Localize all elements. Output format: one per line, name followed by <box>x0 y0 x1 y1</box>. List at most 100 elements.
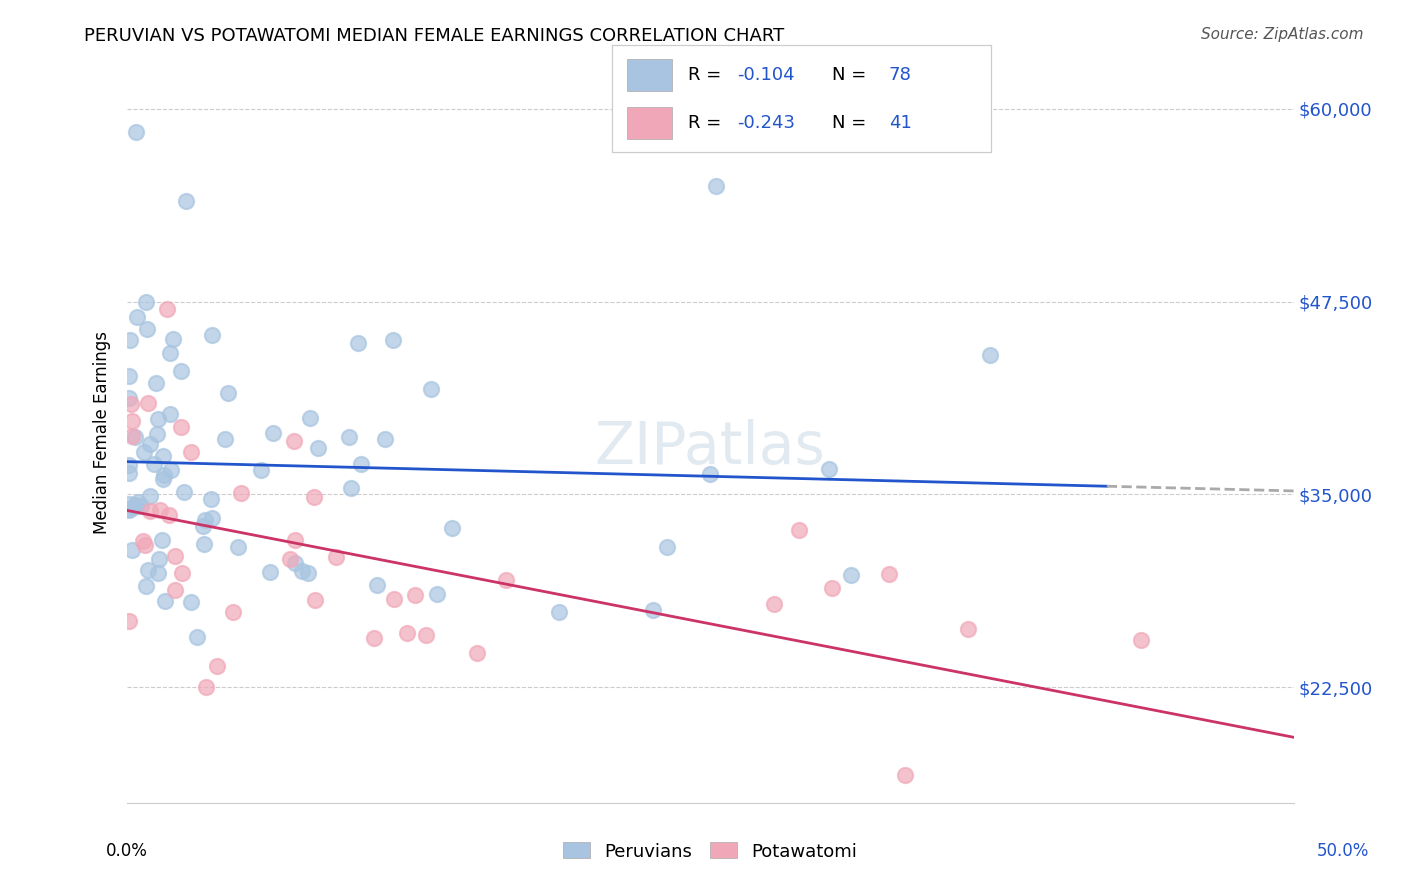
Point <box>441 521 464 535</box>
FancyBboxPatch shape <box>627 59 672 91</box>
Point <box>214 432 236 446</box>
Point <box>419 382 441 396</box>
Point <box>877 567 900 582</box>
Point <box>159 346 181 360</box>
Point <box>136 322 159 336</box>
Point <box>894 768 917 782</box>
Point <box>404 588 426 602</box>
Point <box>134 445 156 459</box>
Point <box>467 646 489 660</box>
Point <box>366 578 388 592</box>
Point <box>165 549 187 564</box>
FancyBboxPatch shape <box>627 107 672 139</box>
Point <box>134 538 156 552</box>
Point <box>374 432 396 446</box>
Point <box>156 302 179 317</box>
Point <box>641 603 664 617</box>
Point <box>124 430 146 444</box>
Point <box>118 368 141 383</box>
Point <box>122 500 145 515</box>
Point <box>297 566 319 580</box>
Point <box>307 442 329 456</box>
Point <box>229 486 252 500</box>
Point <box>284 533 307 547</box>
Point <box>148 551 170 566</box>
Point <box>138 396 160 410</box>
Point <box>1129 632 1152 647</box>
Point <box>146 427 169 442</box>
Text: -0.243: -0.243 <box>737 114 794 132</box>
Point <box>350 457 373 471</box>
Text: PERUVIAN VS POTAWATOMI MEDIAN FEMALE EARNINGS CORRELATION CHART: PERUVIAN VS POTAWATOMI MEDIAN FEMALE EAR… <box>84 27 785 45</box>
Point <box>121 428 143 442</box>
Y-axis label: Median Female Earnings: Median Female Earnings <box>93 331 111 534</box>
Point <box>193 519 215 533</box>
Point <box>382 592 405 607</box>
Point <box>118 502 141 516</box>
Point <box>180 595 202 609</box>
Point <box>118 503 141 517</box>
Point <box>159 408 181 422</box>
Point <box>152 472 174 486</box>
Point <box>118 614 141 628</box>
Point <box>160 463 183 477</box>
Point <box>548 605 571 619</box>
Text: 78: 78 <box>889 66 911 84</box>
Point <box>135 579 157 593</box>
Point <box>155 594 177 608</box>
Text: 0.0%: 0.0% <box>105 842 148 860</box>
Point <box>221 605 243 619</box>
Point <box>138 437 160 451</box>
Point <box>284 556 307 570</box>
Point <box>150 533 173 547</box>
Point <box>162 332 184 346</box>
Point <box>363 631 385 645</box>
Point <box>347 336 370 351</box>
Point <box>495 574 517 588</box>
Point <box>125 310 148 325</box>
Point <box>132 534 155 549</box>
Point <box>149 502 172 516</box>
Point <box>217 385 239 400</box>
Point <box>339 429 361 443</box>
Point <box>655 541 678 555</box>
Point <box>205 659 228 673</box>
Point <box>395 626 418 640</box>
Point <box>382 333 405 347</box>
Point <box>818 462 841 476</box>
Point <box>173 485 195 500</box>
Point <box>302 491 325 505</box>
Point <box>979 348 1001 362</box>
Text: N =: N = <box>832 66 872 84</box>
Point <box>304 593 326 607</box>
Point <box>200 492 222 507</box>
Point <box>325 549 347 564</box>
Point <box>194 513 217 527</box>
Point <box>299 410 322 425</box>
Point <box>821 581 844 595</box>
Point <box>193 537 215 551</box>
Point <box>118 466 141 480</box>
Point <box>146 412 169 426</box>
Text: -0.104: -0.104 <box>737 66 794 84</box>
Point <box>841 567 863 582</box>
Text: N =: N = <box>832 114 872 132</box>
Point <box>201 511 224 525</box>
Point <box>129 500 152 514</box>
Text: 41: 41 <box>889 114 911 132</box>
Point <box>135 294 157 309</box>
Point <box>121 542 143 557</box>
Point <box>125 125 148 139</box>
Point <box>118 333 141 347</box>
Point <box>262 425 284 440</box>
Point <box>704 178 727 193</box>
Text: ZIPatlas: ZIPatlas <box>595 419 825 476</box>
Point <box>152 449 174 463</box>
Point <box>174 194 197 208</box>
Point <box>340 481 363 495</box>
Point <box>139 504 162 518</box>
Point <box>165 582 187 597</box>
Point <box>157 508 180 523</box>
Point <box>762 598 785 612</box>
Point <box>120 397 142 411</box>
